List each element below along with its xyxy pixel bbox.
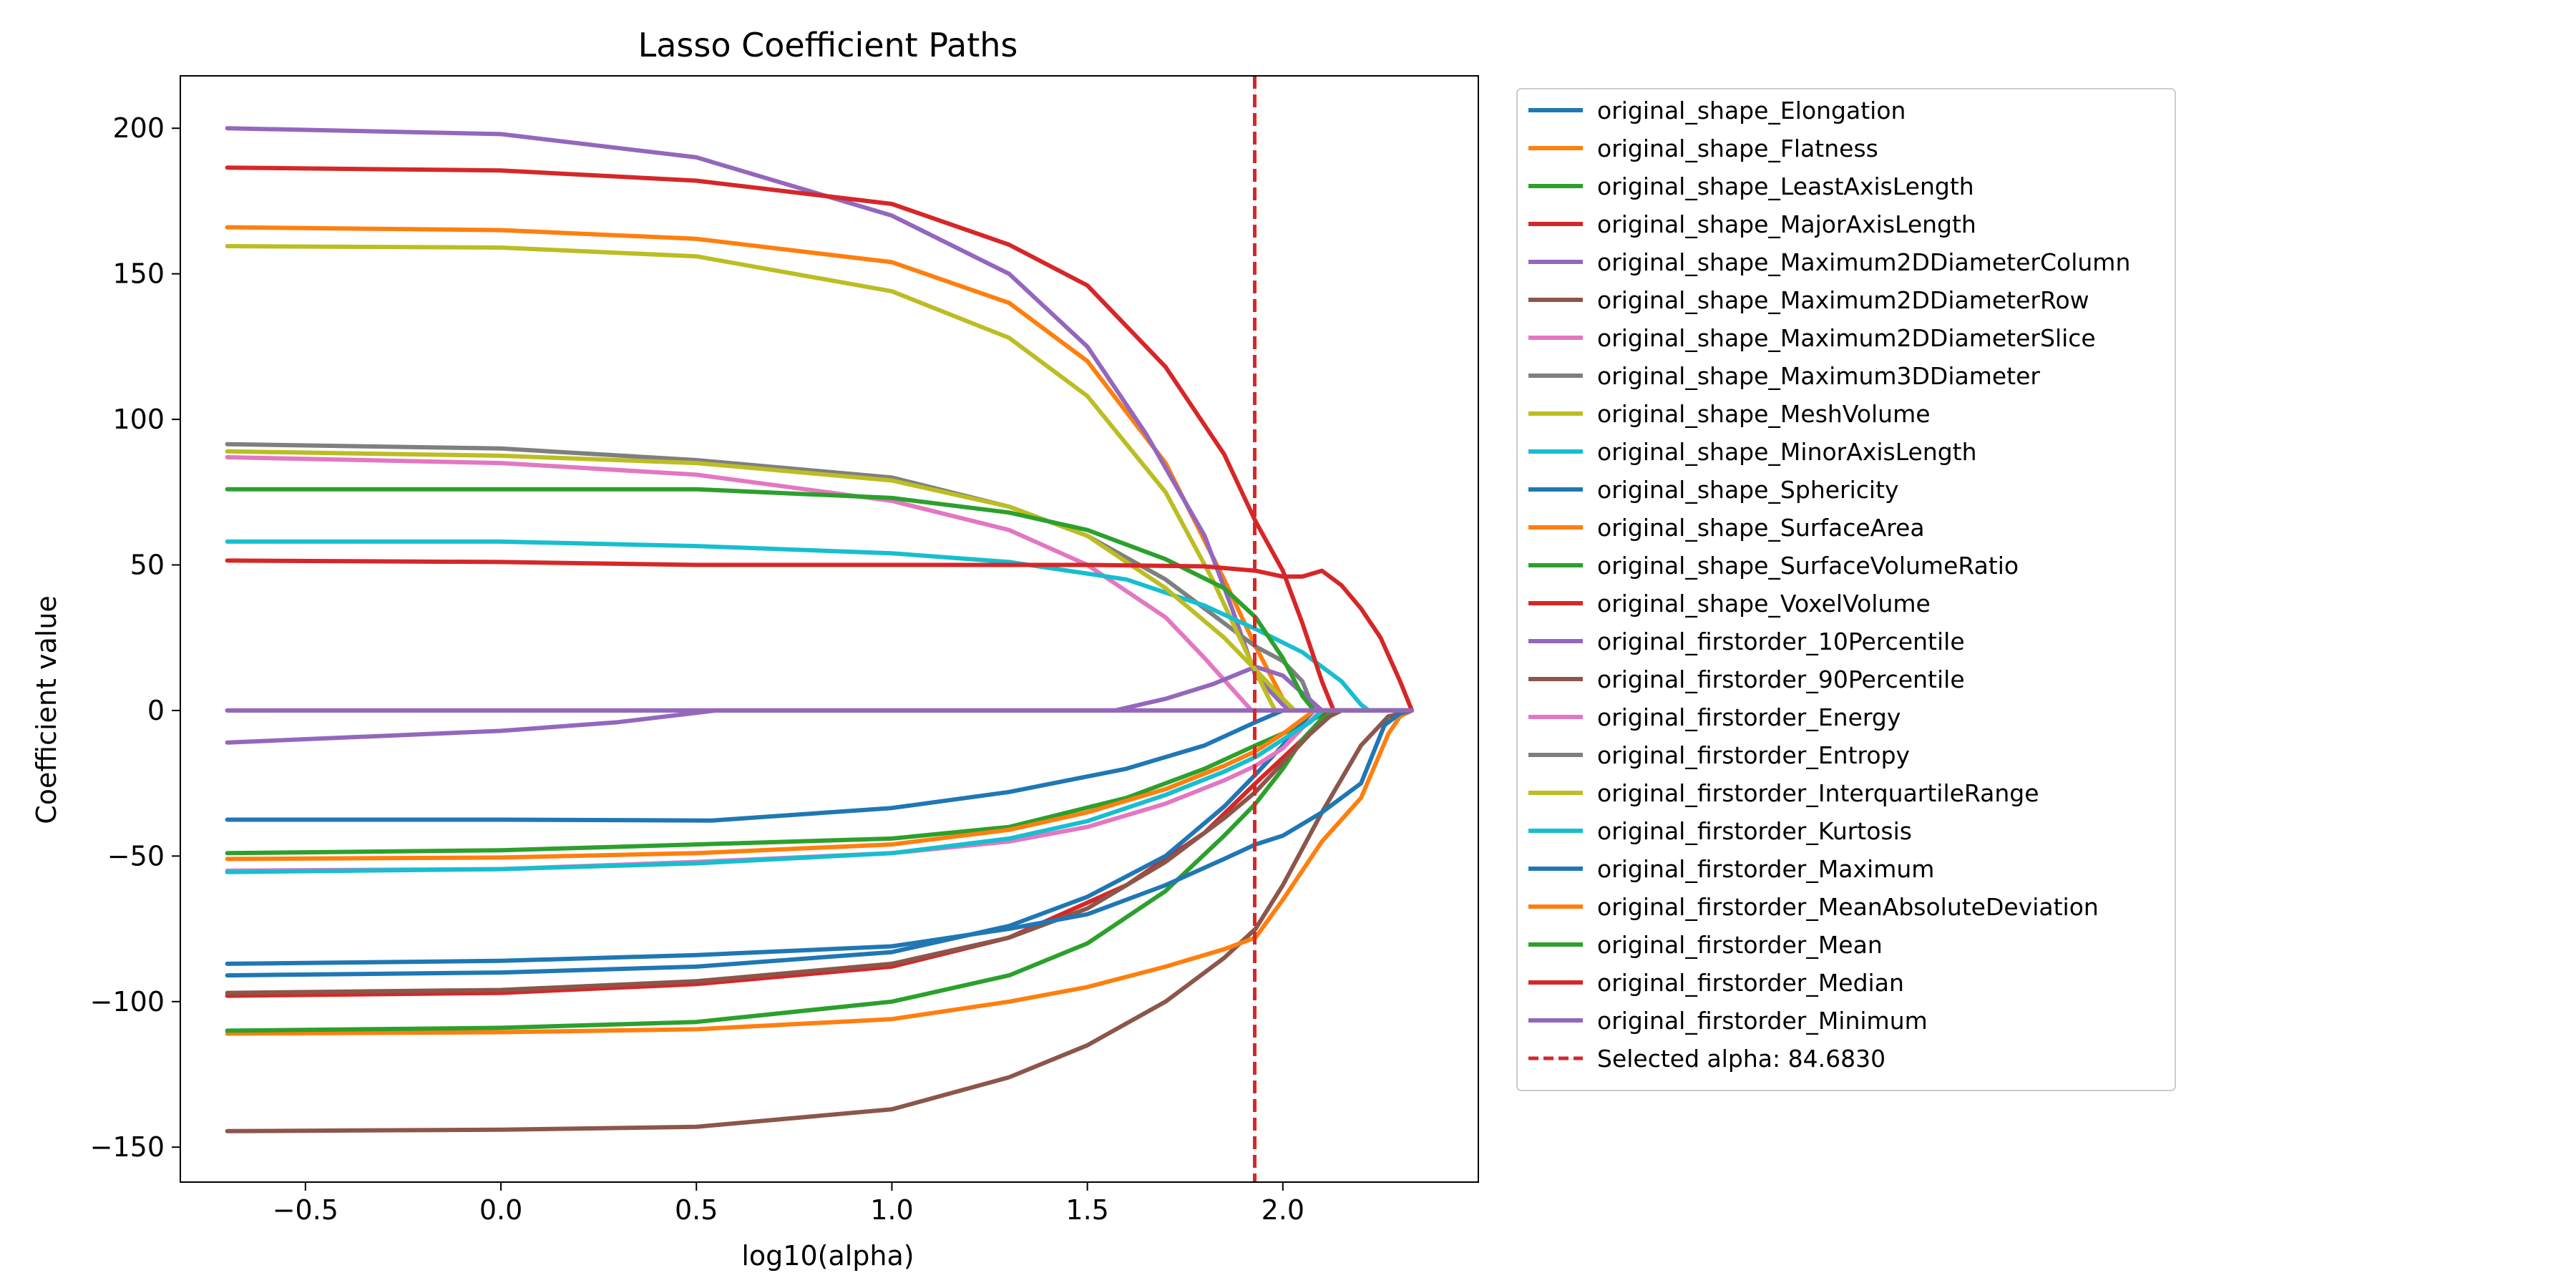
series-line-18 — [225, 449, 1415, 713]
plot-frame — [180, 75, 1479, 1183]
y-tick-label: −150 — [90, 1131, 165, 1163]
legend-label-21: original_firstorder_MeanAbsoluteDeviatio… — [1597, 893, 2099, 921]
legend-label-2: original_shape_LeastAxisLength — [1597, 172, 1974, 200]
series-line-0 — [225, 708, 1415, 823]
series-line-12 — [225, 708, 1415, 1033]
y-tick-label: 200 — [112, 112, 165, 144]
legend-label-9: original_shape_MinorAxisLength — [1597, 438, 1977, 466]
legend-label-12: original_shape_SurfaceVolumeRatio — [1597, 552, 2019, 580]
legend-label-24: original_firstorder_Minimum — [1597, 1007, 1928, 1035]
legend-label-17: original_firstorder_Entropy — [1597, 741, 1910, 769]
legend-label-22: original_firstorder_Mean — [1597, 931, 1883, 959]
y-axis-label: Coefficient value — [31, 595, 62, 824]
series-lines — [225, 126, 1415, 1133]
legend-label-7: original_shape_Maximum3DDiameter — [1597, 362, 2040, 390]
legend-label-16: original_firstorder_Energy — [1597, 703, 1901, 731]
legend-label-14: original_firstorder_10Percentile — [1597, 628, 1965, 655]
series-line-22 — [225, 487, 1415, 713]
series-line-11 — [225, 708, 1415, 1036]
series-line-15 — [225, 708, 1415, 995]
legend-label-3: original_shape_MajorAxisLength — [1597, 210, 1976, 238]
legend-label-10: original_shape_Sphericity — [1597, 476, 1899, 504]
y-tick-label: −50 — [107, 840, 165, 872]
legend-label-6: original_shape_Maximum2DDiameterSlice — [1597, 324, 2096, 352]
legend-label-23: original_firstorder_Median — [1597, 969, 1904, 997]
series-line-20 — [225, 708, 1415, 966]
x-tick-label: 1.0 — [870, 1194, 913, 1226]
legend-label-18: original_firstorder_InterquartileRange — [1597, 779, 2039, 807]
series-line-5 — [225, 708, 1415, 1133]
legend: original_shape_Elongation original_shape_… — [1516, 88, 2176, 1091]
legend-label-4: original_shape_Maximum2DDiameterColumn — [1597, 248, 2130, 276]
y-tick-label: −100 — [90, 986, 165, 1018]
x-tick-label: 1.5 — [1065, 1194, 1108, 1226]
legend-label-selected-alpha: Selected alpha: 84.6830 — [1597, 1045, 1885, 1073]
x-axis-label: log10(alpha) — [741, 1240, 914, 1272]
series-line-19 — [225, 708, 1415, 874]
x-tick-label: 2.0 — [1262, 1194, 1304, 1226]
series-line-13 — [225, 165, 1415, 713]
y-tick-label: 100 — [112, 404, 165, 435]
plot-area: −0.5 0.0 0.5 1.0 1.5 2.0 −150 −100 −50 0 50 100 150 2… — [90, 75, 1479, 1226]
y-tick-label: 50 — [130, 549, 165, 580]
legend-box — [1516, 88, 2176, 1091]
legend-label-11: original_shape_SurfaceArea — [1597, 514, 1925, 542]
series-line-8 — [225, 244, 1415, 713]
legend-label-20: original_firstorder_Maximum — [1597, 855, 1934, 883]
series-line-7 — [225, 441, 1415, 713]
legend-label-0: original_shape_Elongation — [1597, 97, 1906, 125]
legend-label-1: original_shape_Flatness — [1597, 135, 1878, 162]
legend-label-19: original_firstorder_Kurtosis — [1597, 817, 1912, 845]
x-tick-label: −0.5 — [273, 1194, 338, 1226]
series-line-23 — [225, 558, 1415, 713]
series-line-9 — [225, 539, 1415, 713]
legend-label-5: original_shape_Maximum2DDiameterRow — [1597, 286, 2089, 314]
legend-label-13: original_shape_VoxelVolume — [1597, 590, 1931, 618]
series-line-21 — [225, 708, 1415, 862]
x-tick-label: 0.5 — [675, 1194, 718, 1226]
series-line-10 — [225, 708, 1415, 978]
legend-label-15: original_firstorder_90Percentile — [1597, 665, 1965, 693]
y-tick-label: 150 — [112, 258, 165, 290]
legend-label-8: original_shape_MeshVolume — [1597, 400, 1931, 428]
y-tick-label: 0 — [147, 695, 165, 726]
series-line-4 — [225, 126, 1415, 713]
x-tick-label: 0.0 — [479, 1194, 522, 1226]
chart-title: Lasso Coefficient Paths — [638, 26, 1018, 64]
